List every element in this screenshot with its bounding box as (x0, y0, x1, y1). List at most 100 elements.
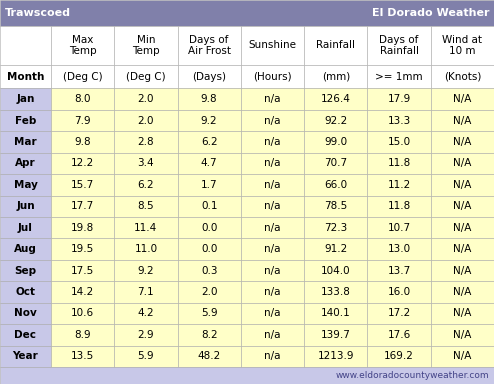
Text: 11.8: 11.8 (387, 201, 411, 211)
Text: N/A: N/A (453, 308, 472, 318)
Text: 7.1: 7.1 (138, 287, 154, 297)
Bar (241, 110, 304, 131)
Text: 11.4: 11.4 (134, 223, 158, 233)
Bar (51, 324, 114, 346)
Bar (241, 88, 304, 110)
Bar (304, 26, 368, 65)
Bar (0, 174, 51, 195)
Text: 9.2: 9.2 (138, 266, 154, 276)
Bar (177, 281, 241, 303)
Bar (177, 303, 241, 324)
Text: n/a: n/a (264, 94, 281, 104)
Text: N/A: N/A (453, 244, 472, 254)
Text: 4.2: 4.2 (138, 308, 154, 318)
Bar (304, 346, 368, 367)
Bar (241, 260, 304, 281)
Text: Month: Month (7, 72, 44, 82)
Bar (431, 303, 494, 324)
Text: 92.2: 92.2 (324, 116, 347, 126)
Text: N/A: N/A (453, 287, 472, 297)
Bar (51, 281, 114, 303)
Bar (114, 110, 177, 131)
Text: 15.0: 15.0 (387, 137, 411, 147)
Text: 1213.9: 1213.9 (318, 351, 354, 361)
Text: 2.0: 2.0 (138, 116, 154, 126)
Text: 5.9: 5.9 (201, 308, 217, 318)
Bar (431, 65, 494, 88)
Bar (0, 110, 51, 131)
Text: 9.8: 9.8 (201, 94, 217, 104)
Bar (0, 217, 51, 238)
Bar (431, 217, 494, 238)
Text: 9.8: 9.8 (74, 137, 91, 147)
Text: 169.2: 169.2 (384, 351, 414, 361)
Text: 133.8: 133.8 (321, 287, 351, 297)
Text: Rainfall: Rainfall (316, 40, 355, 50)
Text: n/a: n/a (264, 137, 281, 147)
Text: 99.0: 99.0 (324, 137, 347, 147)
Bar (0, 281, 51, 303)
Text: Days of
Rainfall: Days of Rainfall (379, 35, 419, 56)
Bar (114, 217, 177, 238)
Text: Wind at
10 m: Wind at 10 m (442, 35, 482, 56)
Bar (114, 238, 177, 260)
Text: 48.2: 48.2 (198, 351, 221, 361)
Text: n/a: n/a (264, 330, 281, 340)
Text: N/A: N/A (453, 201, 472, 211)
Bar (114, 26, 177, 65)
Bar (177, 195, 241, 217)
Text: N/A: N/A (453, 159, 472, 169)
Text: Feb: Feb (15, 116, 36, 126)
Text: n/a: n/a (264, 159, 281, 169)
Bar (241, 324, 304, 346)
Text: N/A: N/A (453, 116, 472, 126)
Bar (177, 174, 241, 195)
Text: 17.7: 17.7 (71, 201, 94, 211)
Bar (304, 131, 368, 153)
Bar (0, 153, 51, 174)
Bar (368, 110, 431, 131)
Bar (368, 131, 431, 153)
Text: Dec: Dec (14, 330, 37, 340)
Text: 9.2: 9.2 (201, 116, 217, 126)
Bar (114, 195, 177, 217)
Text: 17.9: 17.9 (387, 94, 411, 104)
Bar (431, 324, 494, 346)
Text: 139.7: 139.7 (321, 330, 351, 340)
Text: 66.0: 66.0 (324, 180, 347, 190)
Text: Days of
Air Frost: Days of Air Frost (188, 35, 231, 56)
Bar (51, 88, 114, 110)
Bar (51, 153, 114, 174)
Text: n/a: n/a (264, 180, 281, 190)
Bar (304, 88, 368, 110)
Bar (114, 65, 177, 88)
Bar (241, 153, 304, 174)
Bar (368, 303, 431, 324)
Bar (177, 217, 241, 238)
Text: Jan: Jan (16, 94, 35, 104)
Bar (304, 174, 368, 195)
Text: 11.8: 11.8 (387, 159, 411, 169)
Bar (241, 26, 304, 65)
Text: 4.7: 4.7 (201, 159, 217, 169)
Bar (177, 238, 241, 260)
Text: (Days): (Days) (192, 72, 226, 82)
Bar (431, 110, 494, 131)
Text: Aug: Aug (14, 244, 37, 254)
Bar (51, 303, 114, 324)
Bar (51, 346, 114, 367)
Bar (177, 110, 241, 131)
Text: N/A: N/A (453, 351, 472, 361)
Text: 8.9: 8.9 (74, 330, 91, 340)
Text: 0.3: 0.3 (201, 266, 217, 276)
Text: 13.0: 13.0 (387, 244, 411, 254)
Bar (304, 238, 368, 260)
Bar (368, 65, 431, 88)
Text: 17.2: 17.2 (387, 308, 411, 318)
Text: N/A: N/A (453, 180, 472, 190)
Text: 16.0: 16.0 (387, 287, 411, 297)
Text: 14.2: 14.2 (71, 287, 94, 297)
Text: 104.0: 104.0 (321, 266, 351, 276)
Bar (431, 88, 494, 110)
Text: 2.9: 2.9 (138, 330, 154, 340)
